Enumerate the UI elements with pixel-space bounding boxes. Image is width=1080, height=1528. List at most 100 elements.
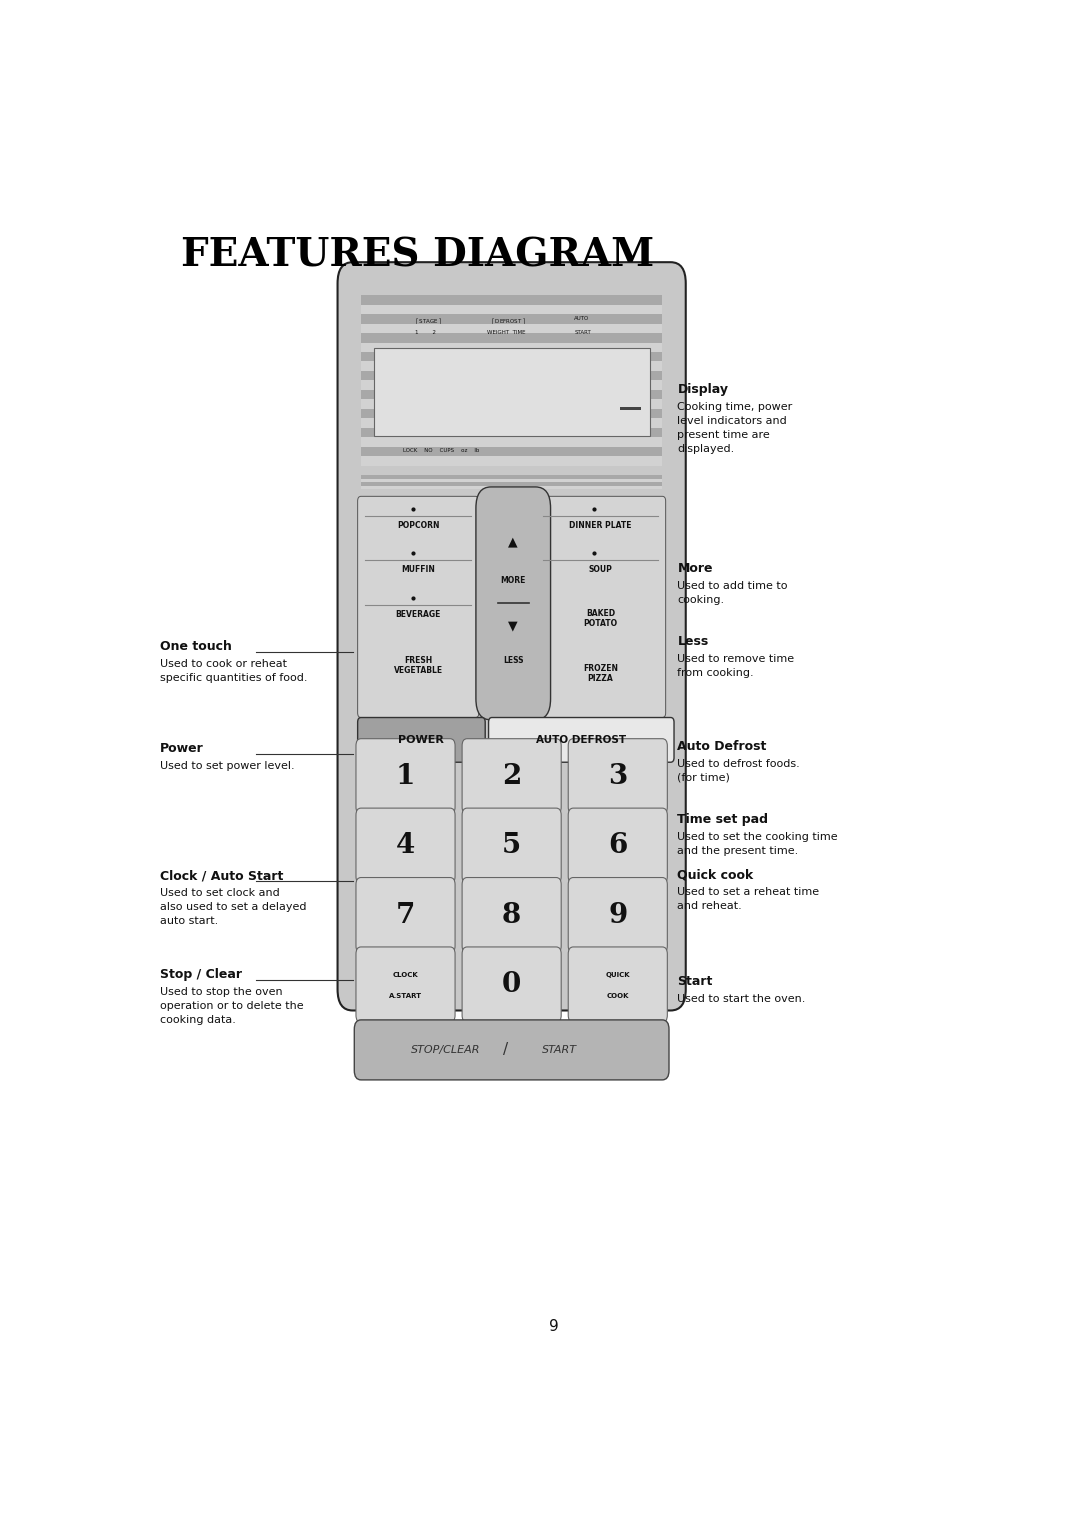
Text: Used to add time to
cooking.: Used to add time to cooking. — [677, 581, 788, 605]
FancyBboxPatch shape — [357, 718, 485, 762]
Text: FROZEN
PIZZA: FROZEN PIZZA — [583, 665, 618, 683]
Bar — [361, 475, 662, 478]
Text: Used to start the oven.: Used to start the oven. — [677, 995, 806, 1004]
FancyBboxPatch shape — [462, 808, 562, 883]
Text: One touch: One touch — [160, 640, 232, 652]
Text: POPCORN: POPCORN — [397, 521, 440, 530]
Text: 7: 7 — [396, 902, 415, 929]
Text: Display: Display — [677, 384, 728, 396]
Text: /: / — [503, 1042, 509, 1057]
Text: WEIGHT  TIME: WEIGHT TIME — [486, 330, 525, 336]
Text: Start: Start — [677, 975, 713, 989]
Text: More: More — [677, 562, 713, 575]
Text: Less: Less — [677, 636, 708, 648]
Text: Used to set the cooking time
and the present time.: Used to set the cooking time and the pre… — [677, 831, 838, 856]
Text: ▲: ▲ — [509, 536, 518, 549]
Text: MORE: MORE — [500, 576, 526, 585]
Bar — [374, 348, 650, 437]
FancyBboxPatch shape — [357, 497, 478, 718]
Text: Power: Power — [160, 743, 204, 755]
Text: START: START — [542, 1045, 578, 1054]
Bar — [361, 315, 662, 324]
FancyBboxPatch shape — [536, 497, 665, 718]
Text: 1        2: 1 2 — [416, 330, 436, 336]
Bar — [361, 362, 662, 371]
Text: LOCK    NO    CUPS    oz    lb: LOCK NO CUPS oz lb — [403, 448, 480, 452]
FancyBboxPatch shape — [338, 263, 686, 1010]
Bar — [361, 457, 662, 466]
Bar — [361, 390, 662, 399]
FancyBboxPatch shape — [462, 738, 562, 814]
Bar — [361, 304, 662, 315]
Text: 9: 9 — [549, 1320, 558, 1334]
Text: MUFFIN: MUFFIN — [402, 565, 435, 575]
Text: Used to stop the oven
operation or to delete the
cooking data.: Used to stop the oven operation or to de… — [160, 987, 303, 1025]
Bar — [361, 351, 662, 362]
Text: DINNER PLATE: DINNER PLATE — [569, 521, 632, 530]
FancyBboxPatch shape — [354, 1019, 669, 1080]
Text: Used to set a reheat time
and reheat.: Used to set a reheat time and reheat. — [677, 886, 820, 911]
Bar — [361, 446, 662, 457]
Text: $\lceil$ STAGE $\rceil$: $\lceil$ STAGE $\rceil$ — [416, 316, 443, 325]
Text: COOK: COOK — [607, 993, 629, 999]
Bar — [361, 295, 662, 466]
Text: QUICK: QUICK — [606, 972, 630, 978]
Text: POWER: POWER — [399, 735, 444, 744]
FancyBboxPatch shape — [568, 738, 667, 814]
FancyBboxPatch shape — [568, 877, 667, 953]
Text: Clock / Auto Start: Clock / Auto Start — [160, 869, 283, 882]
Text: AUTO: AUTO — [575, 316, 590, 321]
Text: Auto Defrost: Auto Defrost — [677, 740, 767, 753]
Text: Used to set clock and
also used to set a delayed
auto start.: Used to set clock and also used to set a… — [160, 888, 307, 926]
Bar — [361, 371, 662, 380]
FancyBboxPatch shape — [488, 718, 674, 762]
Bar — [361, 399, 662, 410]
Bar — [361, 410, 662, 419]
Text: Used to cook or reheat
specific quantities of food.: Used to cook or reheat specific quantiti… — [160, 659, 308, 683]
FancyBboxPatch shape — [462, 947, 562, 1022]
FancyBboxPatch shape — [568, 947, 667, 1022]
Text: Cooking time, power
level indicators and
present time are
displayed.: Cooking time, power level indicators and… — [677, 402, 793, 454]
Text: 8: 8 — [502, 902, 522, 929]
Bar — [361, 333, 662, 342]
Text: CLOCK: CLOCK — [393, 972, 418, 978]
Text: 3: 3 — [608, 762, 627, 790]
Text: AUTO DEFROST: AUTO DEFROST — [537, 735, 626, 744]
Text: Quick cook: Quick cook — [677, 868, 754, 882]
Text: Used to set power level.: Used to set power level. — [160, 761, 295, 772]
Text: START: START — [575, 330, 591, 336]
Text: SOUP: SOUP — [589, 565, 612, 575]
Text: STOP/CLEAR: STOP/CLEAR — [410, 1045, 481, 1054]
Bar — [361, 486, 662, 489]
FancyBboxPatch shape — [476, 487, 551, 720]
Text: Used to defrost foods.
(for time): Used to defrost foods. (for time) — [677, 759, 800, 782]
Text: FRESH
VEGETABLE: FRESH VEGETABLE — [394, 656, 443, 675]
Text: BEVERAGE: BEVERAGE — [395, 610, 441, 619]
Text: 1: 1 — [396, 762, 415, 790]
Bar — [361, 324, 662, 333]
Bar — [361, 295, 662, 304]
Text: LESS: LESS — [503, 656, 524, 665]
Text: Used to remove time
from cooking.: Used to remove time from cooking. — [677, 654, 795, 678]
Bar — [361, 342, 662, 351]
Text: 5: 5 — [502, 833, 522, 859]
Text: 4: 4 — [396, 833, 415, 859]
FancyBboxPatch shape — [356, 947, 455, 1022]
FancyBboxPatch shape — [356, 877, 455, 953]
Text: A.START: A.START — [389, 993, 422, 999]
Text: FEATURES DIAGRAM: FEATURES DIAGRAM — [181, 237, 654, 275]
Text: Stop / Clear: Stop / Clear — [160, 969, 242, 981]
Bar — [361, 483, 662, 486]
Text: $\lceil$ DEFROST $\rceil$: $\lceil$ DEFROST $\rceil$ — [490, 316, 526, 325]
Bar — [361, 475, 662, 489]
Bar — [361, 437, 662, 446]
Bar — [620, 408, 642, 410]
Bar — [361, 419, 662, 428]
FancyBboxPatch shape — [356, 738, 455, 814]
Bar — [361, 428, 662, 437]
FancyBboxPatch shape — [462, 877, 562, 953]
FancyBboxPatch shape — [568, 808, 667, 883]
Text: 0: 0 — [502, 972, 522, 998]
Text: ▼: ▼ — [509, 620, 518, 633]
FancyBboxPatch shape — [356, 808, 455, 883]
